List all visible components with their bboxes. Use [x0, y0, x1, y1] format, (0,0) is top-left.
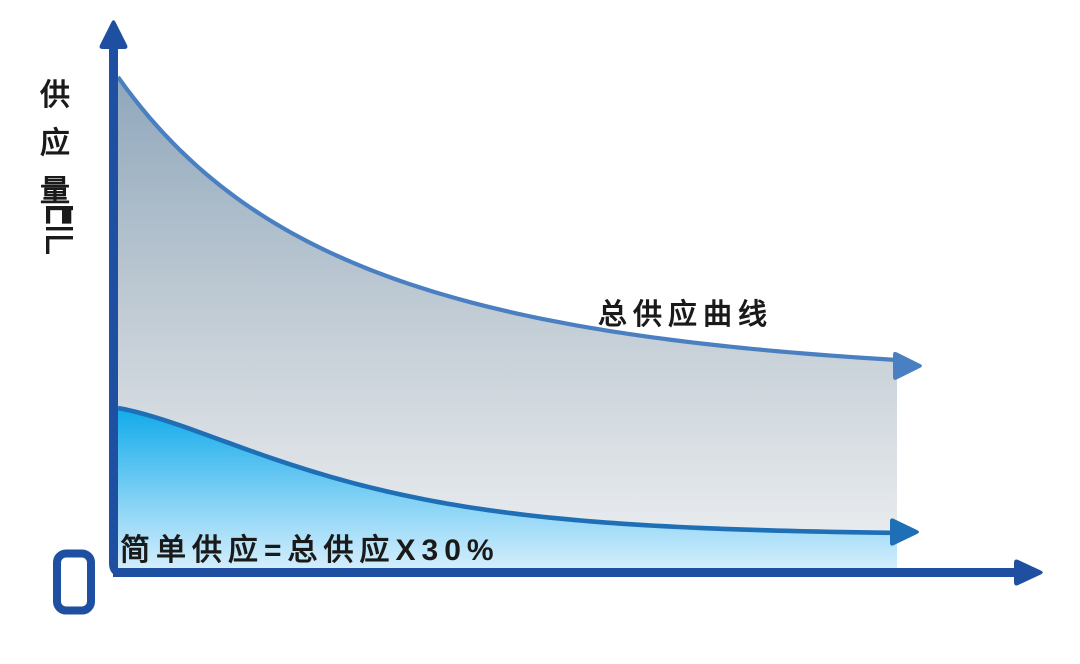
svg-text:简单供应=总供应X30%: 简单供应=总供应X30% [120, 533, 500, 567]
svg-text:总供应曲线: 总供应曲线 [598, 297, 773, 331]
